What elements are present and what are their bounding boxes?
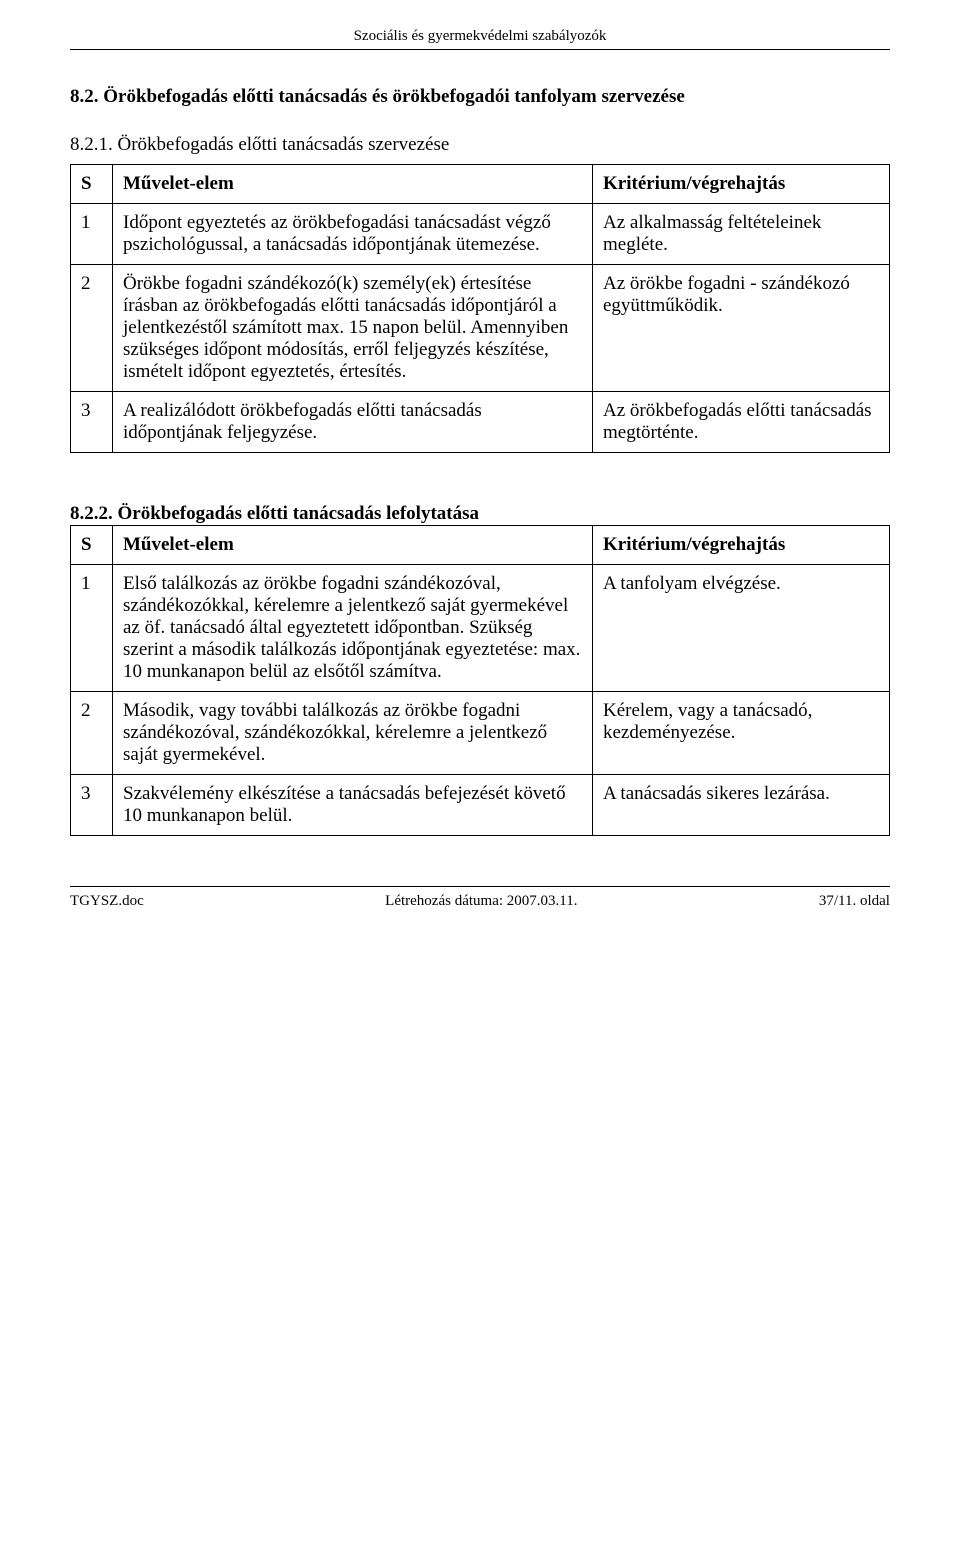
- section-8-2-title: 8.2. Örökbefogadás előtti tanácsadás és …: [70, 86, 890, 108]
- cell-crit: Az örökbefogadás előtti tanácsadás megtö…: [593, 392, 890, 453]
- footer-left: TGYSZ.doc: [70, 893, 144, 910]
- cell-op: Második, vagy további találkozás az örök…: [113, 692, 593, 775]
- running-header: Szociális és gyermekvédelmi szabályozók: [70, 28, 890, 45]
- col-header-op: Művelet-elem: [113, 526, 593, 565]
- table-row: 3 Szakvélemény elkészítése a tanácsadás …: [71, 775, 890, 836]
- cell-crit: Kérelem, vagy a tanácsadó, kezdeményezés…: [593, 692, 890, 775]
- footer: TGYSZ.doc Létrehozás dátuma: 2007.03.11.…: [70, 893, 890, 910]
- cell-op: Időpont egyeztetés az örökbefogadási tan…: [113, 204, 593, 265]
- cell-crit: Az alkalmasság feltételeinek megléte.: [593, 204, 890, 265]
- section-8-2-1-title: 8.2.1. Örökbefogadás előtti tanácsadás s…: [70, 134, 890, 156]
- cell-s: 2: [71, 692, 113, 775]
- cell-op: A realizálódott örökbefogadás előtti tan…: [113, 392, 593, 453]
- table-row: 3 A realizálódott örökbefogadás előtti t…: [71, 392, 890, 453]
- section-8-2-2-prefix: 8.2.2. Örökbefogadás előtti tanácsadás l…: [70, 503, 479, 524]
- cell-s: 3: [71, 775, 113, 836]
- section-8-2-2-title: 8.2.2. Örökbefogadás előtti tanácsadás l…: [70, 503, 890, 525]
- table-row: 2 Örökbe fogadni szándékozó(k) személy(e…: [71, 265, 890, 392]
- table-row: 2 Második, vagy további találkozás az ör…: [71, 692, 890, 775]
- table-row: 1 Időpont egyeztetés az örökbefogadási t…: [71, 204, 890, 265]
- col-header-crit: Kritérium/végrehajtás: [593, 526, 890, 565]
- table-header-row: S Művelet-elem Kritérium/végrehajtás: [71, 165, 890, 204]
- cell-s: 2: [71, 265, 113, 392]
- footer-right: 37/11. oldal: [819, 893, 890, 910]
- footer-rule: [70, 886, 890, 887]
- cell-s: 1: [71, 565, 113, 692]
- col-header-op: Művelet-elem: [113, 165, 593, 204]
- footer-center: Létrehozás dátuma: 2007.03.11.: [385, 893, 577, 910]
- cell-crit: A tanácsadás sikeres lezárása.: [593, 775, 890, 836]
- table-header-row: S Művelet-elem Kritérium/végrehajtás: [71, 526, 890, 565]
- table-8-2-2: S Művelet-elem Kritérium/végrehajtás 1 E…: [70, 525, 890, 836]
- cell-crit: Az örökbe fogadni - szándékozó együttműk…: [593, 265, 890, 392]
- col-header-s: S: [71, 165, 113, 204]
- cell-s: 1: [71, 204, 113, 265]
- cell-op: Örökbe fogadni szándékozó(k) személy(ek)…: [113, 265, 593, 392]
- cell-op: Szakvélemény elkészítése a tanácsadás be…: [113, 775, 593, 836]
- header-rule: [70, 49, 890, 50]
- col-header-s: S: [71, 526, 113, 565]
- cell-crit: A tanfolyam elvégzése.: [593, 565, 890, 692]
- document-page: Szociális és gyermekvédelmi szabályozók …: [0, 0, 960, 940]
- table-8-2-1: S Művelet-elem Kritérium/végrehajtás 1 I…: [70, 164, 890, 453]
- col-header-crit: Kritérium/végrehajtás: [593, 165, 890, 204]
- cell-op: Első találkozás az örökbe fogadni szándé…: [113, 565, 593, 692]
- cell-s: 3: [71, 392, 113, 453]
- table-row: 1 Első találkozás az örökbe fogadni szán…: [71, 565, 890, 692]
